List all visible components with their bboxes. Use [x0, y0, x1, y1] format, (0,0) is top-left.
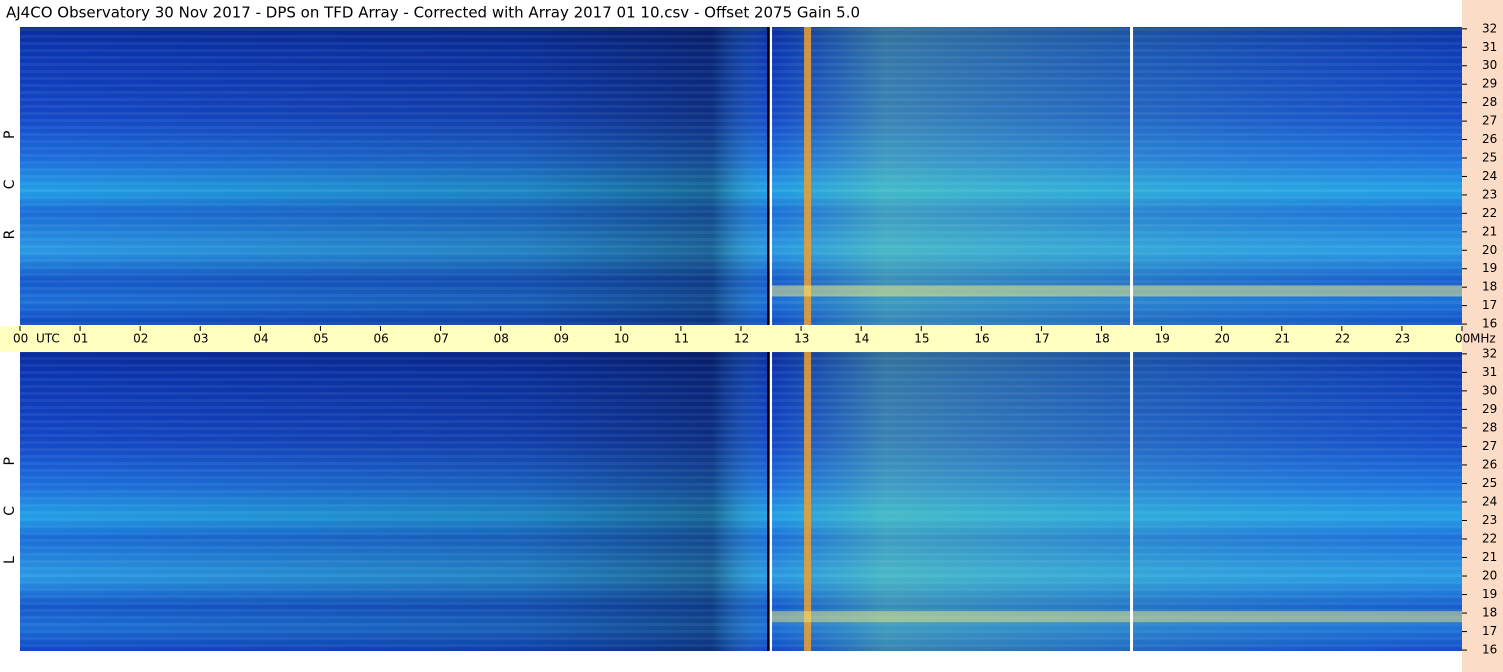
time-strip [0, 326, 1462, 352]
y-tick-label: 24 [1482, 494, 1497, 508]
y-tick-label: 29 [1482, 402, 1497, 416]
x-tick-label: 02 [133, 332, 148, 346]
y-tick-label: 31 [1482, 40, 1497, 54]
y-tick-label: 18 [1482, 606, 1497, 620]
y-tick-label: 30 [1482, 58, 1497, 72]
x-tick-label: 15 [914, 332, 929, 346]
y-tick-label: 30 [1482, 383, 1497, 397]
y-tick-label: 20 [1482, 243, 1497, 257]
x-tick-label: 18 [1095, 332, 1110, 346]
y-tick-label: 27 [1482, 114, 1497, 128]
freq-strip [1462, 0, 1503, 672]
title-bar [0, 0, 1503, 27]
y-tick-label: 22 [1482, 206, 1497, 220]
y-tick-label: 19 [1482, 261, 1497, 275]
y-tick-label: 18 [1482, 280, 1497, 294]
y-tick-label: 17 [1482, 298, 1497, 312]
x-tick-label: 22 [1335, 332, 1350, 346]
panel-label: R C P [2, 113, 18, 240]
y-tick-label: 22 [1482, 531, 1497, 545]
y-tick-label: 26 [1482, 132, 1497, 146]
x-tick-label: 21 [1275, 332, 1290, 346]
x-tick-label: 13 [794, 332, 809, 346]
y-tick-label: 20 [1482, 569, 1497, 583]
x-tick-label: 10 [614, 332, 629, 346]
x-tick-label: 03 [193, 332, 208, 346]
y-tick-label: 29 [1482, 77, 1497, 91]
y-tick-label: 28 [1482, 95, 1497, 109]
y-tick-label: 32 [1482, 21, 1497, 35]
y-tick-label: 28 [1482, 420, 1497, 434]
y-tick-label: 27 [1482, 439, 1497, 453]
x-tick-label: 14 [854, 332, 869, 346]
x-tick-label: 05 [313, 332, 328, 346]
x-tick-label: 12 [734, 332, 749, 346]
x-tick-label: 19 [1155, 332, 1170, 346]
x-axis-label: UTC [36, 332, 60, 346]
y-tick-label: 32 [1482, 346, 1497, 360]
y-tick-label: 19 [1482, 587, 1497, 601]
y-tick-label: 17 [1482, 624, 1497, 638]
x-tick-label: 08 [494, 332, 509, 346]
x-tick-label: 20 [1215, 332, 1230, 346]
spectrogram-texture [20, 27, 1462, 325]
burst-streak [804, 352, 812, 651]
x-tick-label: 17 [1034, 332, 1049, 346]
y-tick-label: 21 [1482, 550, 1497, 564]
x-tick-label: 07 [434, 332, 449, 346]
x-tick-label: 11 [674, 332, 689, 346]
x-tick-label: 23 [1395, 332, 1410, 346]
x-tick-label: 16 [974, 332, 989, 346]
y-tick-label: 16 [1482, 643, 1497, 657]
y-tick-label: 23 [1482, 513, 1497, 527]
x-tick-label: 01 [73, 332, 88, 346]
y-tick-label: 31 [1482, 365, 1497, 379]
y-tick-label: 25 [1482, 476, 1497, 490]
y-axis-unit: MHz [1470, 332, 1496, 346]
y-tick-label: 26 [1482, 457, 1497, 471]
burst-streak [804, 27, 812, 325]
x-tick-label: 00 [13, 332, 28, 346]
panel-label: L C P [2, 439, 18, 564]
x-tick-label: 04 [253, 332, 268, 346]
spectrogram-texture [20, 352, 1462, 651]
noise-band [771, 611, 1462, 623]
y-tick-label: 25 [1482, 151, 1497, 165]
title: AJ4CO Observatory 30 Nov 2017 - DPS on T… [6, 4, 860, 22]
x-tick-label: 06 [374, 332, 389, 346]
y-tick-label: 24 [1482, 169, 1497, 183]
y-tick-label: 16 [1482, 317, 1497, 331]
x-tick-label: 00 [1455, 332, 1470, 346]
x-tick-label: 09 [554, 332, 569, 346]
y-tick-label: 23 [1482, 187, 1497, 201]
y-tick-label: 21 [1482, 224, 1497, 238]
noise-band [771, 285, 1462, 297]
